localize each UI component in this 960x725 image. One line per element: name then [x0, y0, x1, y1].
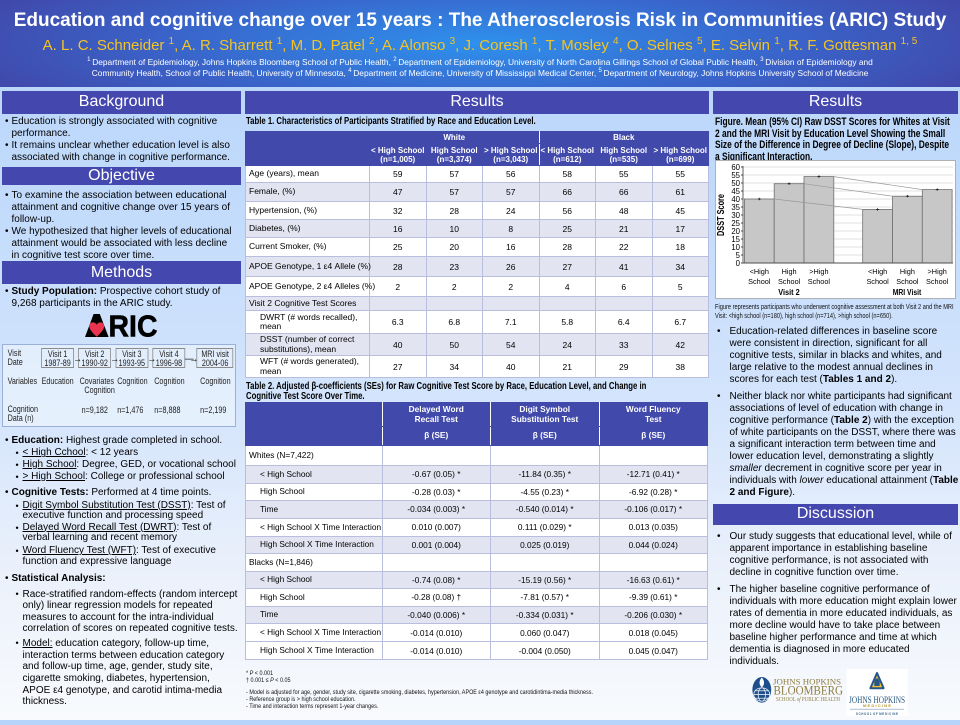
svg-text:>High: >High	[928, 267, 947, 276]
svg-text:S C H O O L O F M E D I C I: S C H O O L O F M E D I C I N E	[856, 712, 898, 716]
svg-text:60: 60	[731, 163, 740, 172]
svg-text:45: 45	[731, 187, 740, 196]
svg-text:MRI Visit: MRI Visit	[893, 287, 922, 297]
svg-text:20: 20	[731, 227, 740, 236]
svg-text:DSST Score: DSST Score	[716, 193, 727, 235]
svg-text:High: High	[900, 267, 915, 276]
svg-text:School: School	[808, 277, 831, 286]
svg-text:School: School	[926, 277, 949, 286]
svg-text:RIC: RIC	[109, 314, 158, 337]
svg-text:15: 15	[731, 235, 740, 244]
svg-text:10: 10	[731, 243, 740, 252]
svg-text:30: 30	[731, 211, 740, 220]
svg-text:25: 25	[731, 219, 740, 228]
svg-text:Visit 2: Visit 2	[778, 287, 800, 297]
svg-text:School: School	[866, 277, 889, 286]
svg-text:<High: <High	[868, 267, 887, 276]
svg-text:BLOOMBERG: BLOOMBERG	[774, 684, 844, 698]
svg-text:<High: <High	[750, 267, 769, 276]
svg-text:School: School	[778, 277, 801, 286]
svg-text:M E D I C I N E: M E D I C I N E	[863, 704, 892, 708]
svg-text:>High: >High	[809, 267, 828, 276]
svg-text:35: 35	[731, 203, 740, 212]
svg-text:JOHNS HOPKINS: JOHNS HOPKINS	[773, 678, 841, 687]
svg-text:JOHNS HOPKINS: JOHNS HOPKINS	[849, 696, 905, 706]
svg-text:High: High	[782, 267, 797, 276]
svg-text:School: School	[748, 277, 771, 286]
svg-text:40: 40	[731, 195, 740, 204]
svg-text:0: 0	[736, 259, 741, 268]
svg-text:SCHOOL of PUBLIC HEALTH: SCHOOL of PUBLIC HEALTH	[776, 696, 840, 703]
svg-text:School: School	[896, 277, 919, 286]
svg-text:5: 5	[736, 251, 741, 260]
svg-text:55: 55	[731, 171, 740, 180]
svg-text:50: 50	[731, 179, 740, 188]
